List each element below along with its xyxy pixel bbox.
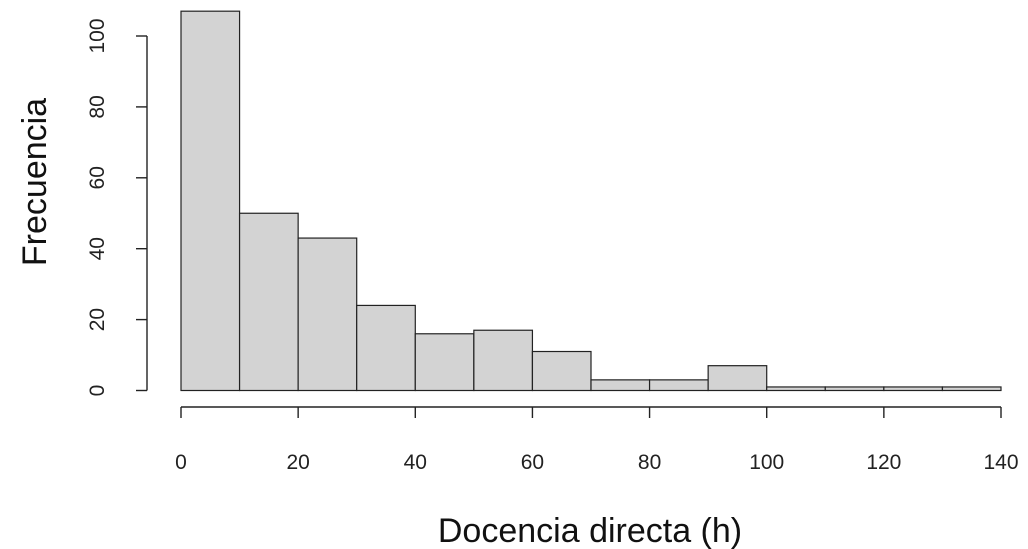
histogram-bar-3	[356, 304, 416, 392]
y-tick-label: 20	[86, 308, 109, 331]
histogram-bar-4	[414, 333, 475, 392]
histogram-bar-12	[883, 386, 944, 392]
x-tick-label: 0	[175, 451, 187, 474]
histogram-bar-7	[590, 379, 651, 392]
histogram-bar-0	[180, 10, 241, 392]
x-tick-label: 100	[749, 451, 784, 474]
histogram-bar-10	[766, 386, 826, 392]
y-tick-label: 100	[86, 18, 109, 53]
histogram-bar-5	[473, 329, 534, 392]
histogram-bar-1	[238, 212, 299, 392]
y-tick-label: 40	[86, 237, 109, 260]
y-tick-label: 60	[86, 166, 109, 189]
histogram-bar-8	[648, 379, 709, 392]
x-tick-label: 140	[983, 451, 1018, 474]
x-tick-label: 120	[866, 451, 901, 474]
y-tick-label: 0	[86, 385, 109, 397]
y-axis-title: Frecuencia	[16, 98, 54, 266]
histogram-bar-2	[297, 237, 358, 392]
x-tick-label: 60	[521, 451, 544, 474]
histogram-bar-11	[824, 386, 885, 392]
y-tick-label: 80	[86, 95, 109, 118]
histogram-bar-6	[531, 350, 592, 392]
histogram-bars	[180, 10, 1002, 392]
y-axis: 0 20 40 60 80 100	[86, 18, 148, 397]
x-tick-label: 20	[286, 451, 309, 474]
x-tick-label: 80	[638, 451, 661, 474]
x-axis: 0 20 40 60 80 100 120 140	[175, 406, 1019, 474]
x-tick-label: 40	[404, 451, 427, 474]
x-axis-title: Docencia directa (h)	[438, 512, 742, 549]
histogram-bar-13	[941, 386, 1002, 392]
histogram-bar-9	[707, 365, 768, 392]
